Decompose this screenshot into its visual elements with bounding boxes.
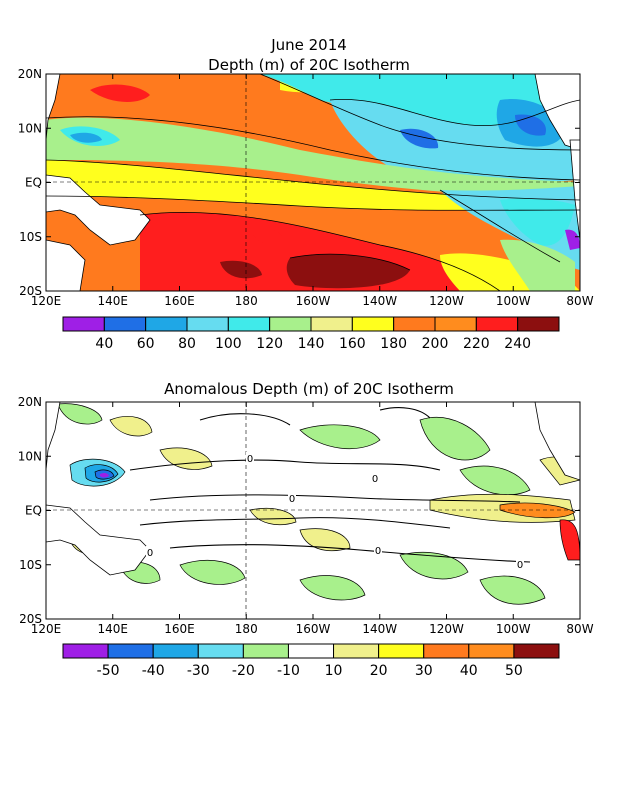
x-tick-label: 140E [98,622,129,636]
figure-title: June 2014 [270,36,347,54]
colorbar-label: 220 [463,336,490,352]
colorbar-label: 40 [95,336,113,352]
colorbar-label: -10 [277,663,300,679]
colorbar-label: 40 [460,663,478,679]
contour-label: 0 [517,560,523,571]
colorbar-swatch [107,643,154,659]
colorbar-swatch [197,643,244,659]
colorbar-label: -30 [187,663,210,679]
x-tick-label: 180 [235,294,258,308]
x-tick-label: 120W [429,622,464,636]
x-tick-label: 160E [164,622,195,636]
y-tick-label: 20S [19,612,42,626]
colorbar-label: 20 [370,663,388,679]
y-tick-label: 20N [18,395,42,409]
colorbar-label: 10 [325,663,343,679]
colorbar-swatch [393,316,436,332]
colorbar-swatch [186,316,229,332]
colorbar-label: 160 [339,336,366,352]
x-tick-label: 140E [98,294,129,308]
colorbar-swatch [513,643,560,659]
depth-map-panel [46,74,580,291]
contour-label: 0 [247,454,253,465]
colorbar-swatch [351,316,395,332]
y-tick-label: EQ [25,176,42,190]
colorbar-label: 30 [415,663,433,679]
contour-label-bg [374,544,382,555]
x-tick-label: 120E [31,622,62,636]
panel1-title: Depth (m) of 20C Isotherm [208,56,410,74]
colorbar-label: 50 [505,663,523,679]
panel2-axes: 120E 140E 160E 180 160W 140W 120W 100W 80W 20N 10N… [18,395,594,636]
colorbar-swatch [423,643,470,659]
colorbar-label: -40 [142,663,165,679]
x-tick-label: 120W [429,294,464,308]
contour-label: 0 [147,548,153,559]
colorbar-swatch [475,316,519,332]
colorbar-swatch [145,316,188,332]
colorbar-label: -20 [232,663,255,679]
colorbar-swatch [103,316,147,332]
contour-label-bg [516,558,524,569]
colorbar-swatch [434,316,477,332]
colorbar-label: 120 [256,336,283,352]
anomaly-map-panel [46,402,580,619]
contour-label: 0 [375,546,381,557]
y-tick-label: 10N [18,121,42,135]
x-tick-label: 100W [496,294,531,308]
colorbar-label: 240 [504,336,531,352]
panel2-contour-labels: 0 0 0 0 0 0 [146,452,524,571]
colorbar-swatch [287,643,335,659]
colorbar-swatch [62,316,105,332]
colorbar-swatch [468,643,515,659]
colorbar-label: 200 [422,336,449,352]
colorbar-label: 60 [137,336,155,352]
colorbar-swatch [152,643,199,659]
colorbar-swatch [227,316,271,332]
colorbar-label: -50 [97,663,120,679]
y-tick-label: 10S [19,230,42,244]
y-tick-label: 10S [19,558,42,572]
contour-label-bg [288,492,296,503]
x-tick-label: 80W [566,622,593,636]
x-tick-label: 120E [31,294,62,308]
colorbar-label: 100 [215,336,242,352]
x-tick-label: 100W [496,622,531,636]
colorbar-label: 80 [178,336,196,352]
panel2-title: Anomalous Depth (m) of 20C Isotherm [164,380,454,398]
y-tick-label: 10N [18,449,42,463]
x-tick-label: 160W [296,294,331,308]
x-tick-label: 180 [235,622,258,636]
contour-label: 0 [289,494,295,505]
contour-label-bg [371,472,379,483]
colorbar-label: 140 [298,336,325,352]
colorbar-swatch [269,316,312,332]
contour-label: 0 [372,474,378,485]
contour-label-bg [146,546,154,557]
colorbar-swatch [242,643,289,659]
colorbar-swatch [517,316,560,332]
colorbar-swatch [333,643,380,659]
colorbar-swatch [62,643,109,659]
x-tick-label: 80W [566,294,593,308]
y-tick-label: EQ [25,504,42,518]
colorbar-label: 180 [380,336,407,352]
colorbar-swatch [378,643,425,659]
contour-label-bg [246,452,254,463]
y-tick-label: 20N [18,67,42,81]
y-tick-label: 20S [19,284,42,298]
x-tick-label: 140W [362,294,397,308]
anomaly-colorbar: -50 -40 -30 -20 -10 10 20 30 40 50 [62,643,560,679]
x-tick-label: 160E [164,294,195,308]
x-tick-label: 160W [296,622,331,636]
colorbar-swatch [310,316,353,332]
depth-colorbar: 40 60 80 100 120 140 160 180 200 220 240 [62,316,560,352]
x-tick-label: 140W [362,622,397,636]
panel1-axes: 120E 140E 160E 180 160W 140W 120W 100W 80W 20N 10N… [18,67,594,308]
